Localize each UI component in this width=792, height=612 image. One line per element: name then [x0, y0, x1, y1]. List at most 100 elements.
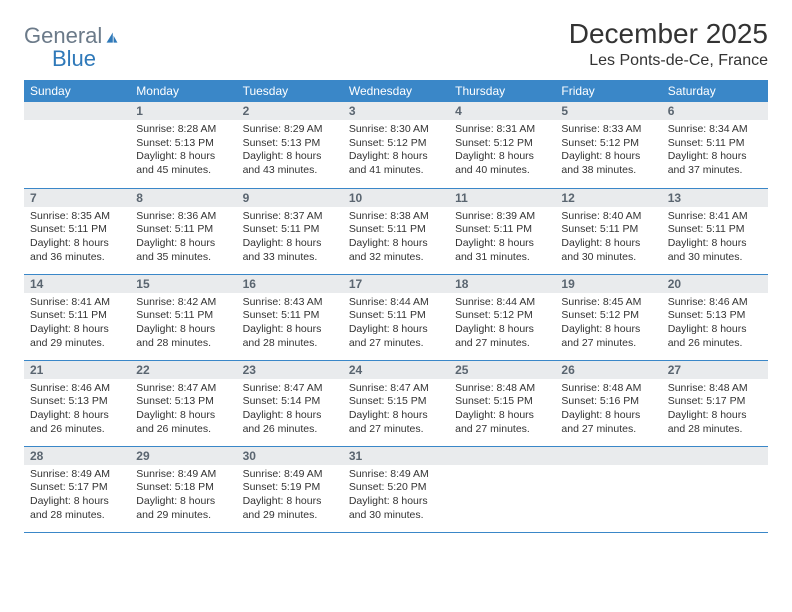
day-number: 7 [24, 189, 130, 207]
sunset-line: Sunset: 5:13 PM [243, 137, 321, 149]
day-number: 17 [343, 275, 449, 293]
sunrise-line: Sunrise: 8:38 AM [349, 210, 429, 222]
sunset-line: Sunset: 5:19 PM [243, 481, 321, 493]
calendar-day-cell [555, 446, 661, 532]
calendar-table: SundayMondayTuesdayWednesdayThursdayFrid… [24, 80, 768, 533]
day-number: 11 [449, 189, 555, 207]
sunrise-line: Sunrise: 8:48 AM [561, 382, 641, 394]
calendar-day-cell: 7Sunrise: 8:35 AMSunset: 5:11 PMDaylight… [24, 188, 130, 274]
day-number: 21 [24, 361, 130, 379]
calendar-day-cell: 15Sunrise: 8:42 AMSunset: 5:11 PMDayligh… [130, 274, 236, 360]
calendar-day-cell: 18Sunrise: 8:44 AMSunset: 5:12 PMDayligh… [449, 274, 555, 360]
sunset-line: Sunset: 5:15 PM [349, 395, 427, 407]
calendar-day-cell: 16Sunrise: 8:43 AMSunset: 5:11 PMDayligh… [237, 274, 343, 360]
day-details: Sunrise: 8:48 AMSunset: 5:17 PMDaylight:… [662, 379, 768, 442]
brand-sail-icon [104, 31, 120, 45]
day-details: Sunrise: 8:31 AMSunset: 5:12 PMDaylight:… [449, 120, 555, 183]
day-details: Sunrise: 8:49 AMSunset: 5:17 PMDaylight:… [24, 465, 130, 528]
sunset-line: Sunset: 5:20 PM [349, 481, 427, 493]
sunset-line: Sunset: 5:11 PM [668, 223, 745, 235]
day-details: Sunrise: 8:45 AMSunset: 5:12 PMDaylight:… [555, 293, 661, 356]
sunset-line: Sunset: 5:13 PM [30, 395, 108, 407]
day-number: 3 [343, 102, 449, 120]
weekday-header: Thursday [449, 80, 555, 102]
sunrise-line: Sunrise: 8:48 AM [668, 382, 748, 394]
calendar-week-row: 21Sunrise: 8:46 AMSunset: 5:13 PMDayligh… [24, 360, 768, 446]
brand-text-2: Blue [52, 46, 96, 71]
day-details: Sunrise: 8:42 AMSunset: 5:11 PMDaylight:… [130, 293, 236, 356]
calendar-day-cell: 29 Sunrise: 8:49 AMSunset: 5:18 PM Dayligh… [130, 446, 236, 532]
day-details: Sunrise: 8:49 AMSunset: 5:18 PM Daylight:… [130, 465, 236, 528]
sunset-line: Sunset: 5:13 PM [668, 309, 746, 321]
calendar-day-cell: 25Sunrise: 8:48 AMSunset: 5:15 PMDayligh… [449, 360, 555, 446]
day-details: Sunrise: 8:40 AMSunset: 5:11 PM Daylight:… [555, 207, 661, 270]
day-number: 2 [237, 102, 343, 120]
daylight-line: Daylight: 8 hours and 31 minutes. [455, 237, 534, 263]
calendar-day-cell: 8Sunrise: 8:36 AMSunset: 5:11 PMDaylight… [130, 188, 236, 274]
sunrise-line: Sunrise: 8:47 AM [349, 382, 429, 394]
sunrise-line: Sunrise: 8:35 AM [30, 210, 110, 222]
day-number: 18 [449, 275, 555, 293]
sunrise-line: Sunrise: 8:29 AM [243, 123, 323, 135]
daylight-line: Daylight: 8 hours and 26 minutes. [668, 323, 747, 349]
sunrise-line: Sunrise: 8:28 AM [136, 123, 216, 135]
daylight-line: Daylight: 8 hours and 26 minutes. [136, 409, 215, 435]
sunset-line: Sunset: 5:12 PM [455, 137, 533, 149]
weekday-header: Monday [130, 80, 236, 102]
day-number: 28 [24, 447, 130, 465]
day-number: 15 [130, 275, 236, 293]
day-details: Sunrise: 8:29 AMSunset: 5:13 PMDaylight:… [237, 120, 343, 183]
sunrise-line: Sunrise: 8:49 AM [136, 468, 216, 480]
day-details: Sunrise: 8:34 AMSunset: 5:11 PMDaylight:… [662, 120, 768, 183]
day-number: 12 [555, 189, 661, 207]
calendar-day-cell: 26Sunrise: 8:48 AMSunset: 5:16 PMDayligh… [555, 360, 661, 446]
sunset-line: Sunset: 5:17 PM [30, 481, 108, 493]
daylight-line: Daylight: 8 hours and 28 minutes. [668, 409, 747, 435]
calendar-day-cell: 1Sunrise: 8:28 AMSunset: 5:13 PMDaylight… [130, 102, 236, 188]
day-number [449, 447, 555, 465]
daylight-line: Daylight: 8 hours and 37 minutes. [668, 150, 747, 176]
sunset-line: Sunset: 5:12 PM [349, 137, 427, 149]
calendar-day-cell [662, 446, 768, 532]
weekday-header: Wednesday [343, 80, 449, 102]
weekday-header: Sunday [24, 80, 130, 102]
sunrise-line: Sunrise: 8:34 AM [668, 123, 748, 135]
sunrise-line: Sunrise: 8:30 AM [349, 123, 429, 135]
day-details: Sunrise: 8:35 AMSunset: 5:11 PMDaylight:… [24, 207, 130, 270]
day-details: Sunrise: 8:47 AMSunset: 5:13 PMDaylight:… [130, 379, 236, 442]
sunset-line: Sunset: 5:11 PM [30, 223, 107, 235]
day-details: Sunrise: 8:41 AMSunset: 5:11 PMDaylight:… [24, 293, 130, 356]
calendar-day-cell: 10Sunrise: 8:38 AMSunset: 5:11 PMDayligh… [343, 188, 449, 274]
sunrise-line: Sunrise: 8:48 AM [455, 382, 535, 394]
calendar-week-row: 7Sunrise: 8:35 AMSunset: 5:11 PMDaylight… [24, 188, 768, 274]
brand-text-1: General [24, 23, 102, 48]
day-number: 8 [130, 189, 236, 207]
day-number: 5 [555, 102, 661, 120]
sunset-line: Sunset: 5:11 PM [561, 223, 638, 235]
calendar-week-row: 14Sunrise: 8:41 AMSunset: 5:11 PMDayligh… [24, 274, 768, 360]
sunrise-line: Sunrise: 8:49 AM [30, 468, 110, 480]
sunset-line: Sunset: 5:18 PM [136, 481, 214, 493]
daylight-line: Daylight: 8 hours and 30 minutes. [349, 495, 428, 521]
calendar-day-cell: 30Sunrise: 8:49 AMSunset: 5:19 PMDayligh… [237, 446, 343, 532]
calendar-day-cell: 28Sunrise: 8:49 AMSunset: 5:17 PMDayligh… [24, 446, 130, 532]
daylight-line: Daylight: 8 hours and 45 minutes. [136, 150, 215, 176]
day-number: 4 [449, 102, 555, 120]
day-number: 29 [130, 447, 236, 465]
daylight-line: Daylight: 8 hours and 30 minutes. [561, 237, 640, 263]
day-details: Sunrise: 8:28 AMSunset: 5:13 PMDaylight:… [130, 120, 236, 183]
day-number: 6 [662, 102, 768, 120]
day-number: 22 [130, 361, 236, 379]
daylight-line: Daylight: 8 hours and 29 minutes. [136, 495, 215, 521]
sunset-line: Sunset: 5:11 PM [243, 223, 320, 235]
day-number: 9 [237, 189, 343, 207]
daylight-line: Daylight: 8 hours and 27 minutes. [349, 323, 428, 349]
sunrise-line: Sunrise: 8:40 AM [561, 210, 641, 222]
sunset-line: Sunset: 5:12 PM [561, 309, 639, 321]
sunrise-line: Sunrise: 8:42 AM [136, 296, 216, 308]
day-details: Sunrise: 8:49 AMSunset: 5:20 PMDaylight:… [343, 465, 449, 528]
sunrise-line: Sunrise: 8:45 AM [561, 296, 641, 308]
sunset-line: Sunset: 5:11 PM [136, 223, 213, 235]
day-number: 25 [449, 361, 555, 379]
day-details: Sunrise: 8:49 AMSunset: 5:19 PMDaylight:… [237, 465, 343, 528]
